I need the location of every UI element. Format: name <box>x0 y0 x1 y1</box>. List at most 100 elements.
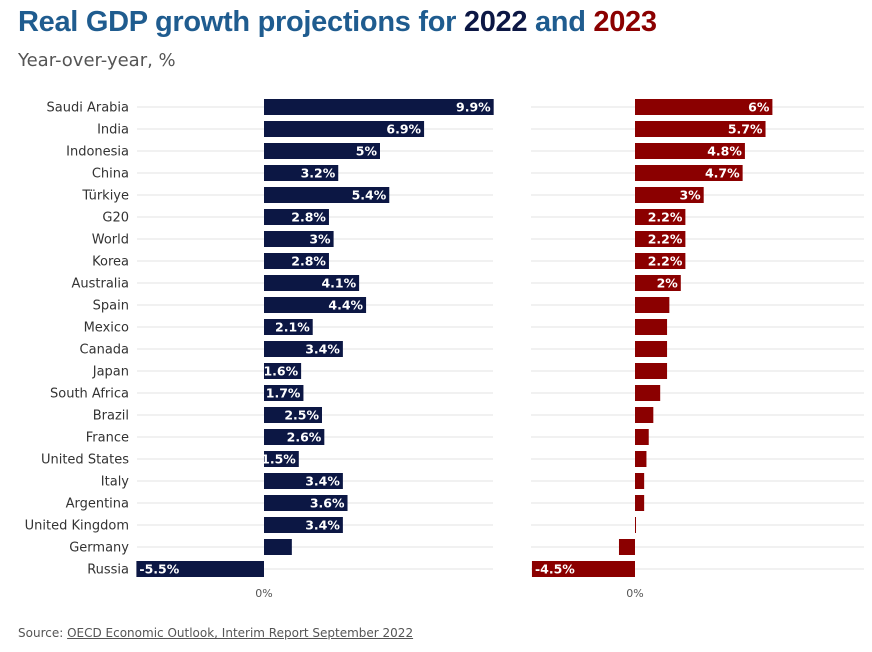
category-label: Türkiye <box>81 189 129 204</box>
bar-2023 <box>635 121 766 137</box>
category-label: Argentina <box>66 497 129 512</box>
category-label: India <box>97 123 129 138</box>
category-label: Brazil <box>93 409 129 424</box>
bar-2023 <box>531 561 635 577</box>
data-label-2022: 3.4% <box>305 518 340 533</box>
bar-2022 <box>264 473 343 489</box>
source-label: Source: <box>18 626 68 640</box>
bar-2023 <box>635 495 645 511</box>
bar-2022 <box>264 495 348 511</box>
bar-2022 <box>264 253 329 269</box>
data-label-2022: 3% <box>309 232 331 247</box>
bar-2022 <box>264 363 302 379</box>
data-label-2022: 6.9% <box>386 122 421 137</box>
bar-2023 <box>635 407 654 423</box>
bar-2022 <box>264 121 425 137</box>
bar-2023 <box>635 319 668 335</box>
bar-2023 <box>635 341 668 357</box>
bar-2023 <box>635 275 681 291</box>
bar-2023 <box>635 187 704 203</box>
title-middle: and <box>527 6 594 38</box>
data-label-2023: 6% <box>748 100 770 115</box>
category-label: France <box>86 431 129 446</box>
bar-2023 <box>635 253 686 269</box>
bar-2022 <box>264 275 360 291</box>
category-label: Spain <box>93 299 129 314</box>
data-label-2022: 1.7% <box>266 386 301 401</box>
category-label: Germany <box>69 541 129 556</box>
title-year-2023: 2023 <box>593 6 657 38</box>
data-label-2022: 1.6% <box>263 364 298 379</box>
category-label: Korea <box>92 255 129 270</box>
data-label-2022: 4.1% <box>321 276 356 291</box>
bar-2022 <box>264 187 390 203</box>
data-label-2022: 2.8% <box>291 254 326 269</box>
category-label: Australia <box>71 277 129 292</box>
data-label-2022: 3.6% <box>310 496 345 511</box>
source-link[interactable]: OECD Economic Outlook, Interim Report Se… <box>67 626 414 640</box>
category-label: United States <box>41 453 129 468</box>
source-note: Source: OECD Economic Outlook, Interim R… <box>18 626 413 640</box>
data-label-2023: 2% <box>657 276 679 291</box>
category-label: South Africa <box>50 387 129 402</box>
bar-2023 <box>635 143 745 159</box>
bar-2022 <box>264 319 313 335</box>
category-label: World <box>92 233 129 248</box>
data-label-2023: 2.2% <box>648 254 683 269</box>
bar-2023 <box>635 385 661 401</box>
data-label-2022: 2.5% <box>284 408 319 423</box>
data-label-2022: 2.8% <box>291 210 326 225</box>
bar-2023 <box>635 297 670 313</box>
bar-2023 <box>635 231 686 247</box>
data-label-2022: 2.6% <box>287 430 322 445</box>
category-label: Japan <box>92 365 129 380</box>
data-label-2023: 2.2% <box>648 232 683 247</box>
category-label: Canada <box>80 343 129 358</box>
category-label: China <box>92 167 129 182</box>
bar-2023 <box>635 363 668 379</box>
data-label-2022: 5% <box>356 144 378 159</box>
data-label-2023: 3% <box>679 188 701 203</box>
data-label-2022: 9.9% <box>456 100 491 115</box>
data-label-2022: 3.4% <box>305 342 340 357</box>
bar-2022 <box>264 517 343 533</box>
bar-2022 <box>264 209 329 225</box>
bar-2023 <box>618 539 635 555</box>
data-label-2023: 4.8% <box>707 144 742 159</box>
bar-2022 <box>264 451 299 467</box>
bar-2023 <box>635 429 649 445</box>
data-label-2022: 4.4% <box>328 298 363 313</box>
bar-2022 <box>264 429 325 445</box>
bar-2022 <box>264 385 304 401</box>
category-label: Russia <box>87 563 129 578</box>
data-label-2022: 2.1% <box>275 320 310 335</box>
bar-2022 <box>264 231 334 247</box>
bar-2022 <box>264 99 494 115</box>
bar-2023 <box>635 209 686 225</box>
data-label-2023: 5.7% <box>728 122 763 137</box>
bar-2023 <box>635 451 647 467</box>
bar-2022 <box>264 539 292 555</box>
axis-tick-label-2023: 0% <box>626 587 643 600</box>
gdp-chart: Saudi Arabia India Indonesia China Türkiye G2… <box>25 99 864 600</box>
axis-tick-label-2022: 0% <box>255 587 272 600</box>
category-label: Italy <box>101 475 130 490</box>
bar-2022 <box>264 297 367 313</box>
category-label: Indonesia <box>66 145 129 160</box>
bar-2022 <box>264 407 322 423</box>
title-prefix: Real GDP growth projections for <box>18 6 464 38</box>
bar-2022 <box>264 341 343 357</box>
category-label: Saudi Arabia <box>47 101 130 116</box>
chart-title: Real GDP growth projections for 2022 and… <box>18 6 657 39</box>
title-year-2022: 2022 <box>463 6 528 38</box>
bar-2022 <box>136 561 264 577</box>
category-label: United Kingdom <box>25 519 129 534</box>
data-label-2022: 1.5% <box>261 452 296 467</box>
bar-2023 <box>635 99 773 115</box>
bar-2022 <box>264 143 380 159</box>
data-label-2022: 3.4% <box>305 474 340 489</box>
data-label-2023: 2.2% <box>648 210 683 225</box>
data-label-2023: -4.5% <box>535 562 575 577</box>
bar-2023 <box>635 473 645 489</box>
chart-subtitle: Year-over-year, % <box>18 50 176 71</box>
